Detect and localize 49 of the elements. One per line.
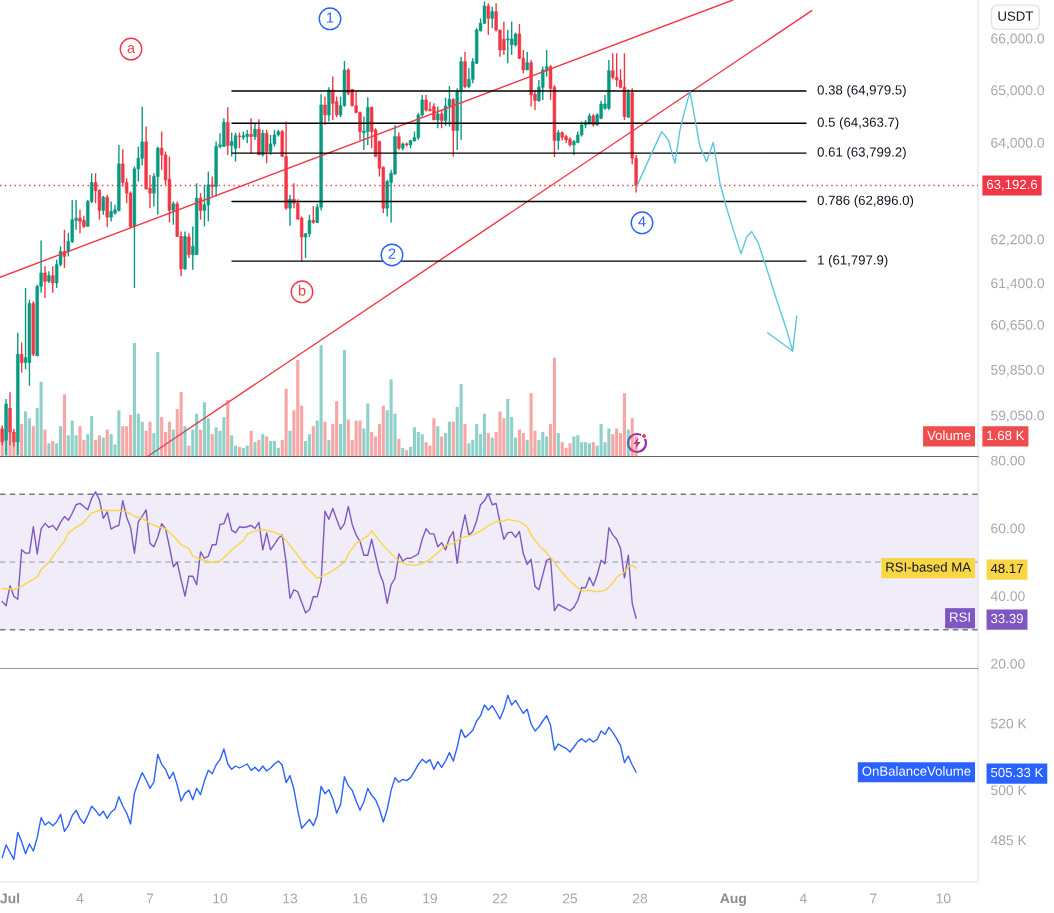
- y-tick-label: 20.00: [991, 658, 1025, 669]
- y-tick-label: 64,000.0: [991, 137, 1045, 150]
- y-tick-label: 62,200.0: [991, 234, 1045, 246]
- y-tick-label: 59,050.0: [991, 410, 1045, 422]
- series-label: 0.38 (64,979.5): [817, 84, 906, 98]
- legend-label: OnBalanceVolume: [862, 766, 971, 776]
- ref-line-label: 63,192.6: [987, 179, 1038, 191]
- legend-label: RSI-based MA: [886, 562, 972, 572]
- y-tick-label: 80.00: [991, 455, 1025, 466]
- y-tick-label: 60,650.0: [991, 319, 1045, 332]
- y-tick-label: 61,400.0: [991, 278, 1045, 290]
- annotation: b: [298, 285, 306, 296]
- legend-label: RSI: [950, 612, 970, 622]
- y-tick-label: 500 K: [991, 785, 1027, 796]
- x-tick-label: 22: [492, 893, 508, 904]
- y-tick-label: 40.00: [990, 591, 1025, 602]
- text: 1.68 K: [987, 430, 1025, 441]
- x-tick-label: 16: [353, 893, 368, 904]
- x-tick-label: 4: [799, 893, 807, 904]
- y-tick-label: 48.17: [990, 563, 1023, 574]
- y-tick-label: 520 K: [991, 718, 1027, 729]
- series-label: 0.61 (63,799.2): [817, 146, 906, 160]
- x-tick-label: Jul: [0, 893, 20, 904]
- x-tick-label: 10: [213, 893, 228, 904]
- series-label: 0.786 (62,896.0): [817, 195, 914, 208]
- x-tick-label: 4: [76, 893, 84, 904]
- x-tick-label: 25: [562, 893, 578, 904]
- x-tick-label: 13: [283, 893, 298, 904]
- y-tick-label: 505.33 K: [991, 767, 1044, 778]
- y-tick-label: 59,850.0: [991, 364, 1045, 377]
- x-tick-label: Aug: [720, 893, 746, 907]
- y-tick-label: 485 K: [990, 835, 1027, 846]
- y-axis-title: USDT: [998, 11, 1034, 21]
- series-label: 0.5 (64,363.7): [817, 117, 899, 130]
- x-tick-label: 10: [936, 893, 951, 904]
- legend-label: Volume: [927, 430, 971, 441]
- annotation: 1: [327, 12, 334, 23]
- annotation: a: [127, 44, 136, 53]
- x-tick-label: 7: [146, 893, 154, 904]
- x-tick-label: 28: [632, 893, 648, 904]
- annotation: 2: [388, 248, 396, 259]
- series-label: 1 (61,797.9): [818, 254, 888, 268]
- annotation: 4: [638, 216, 646, 227]
- y-tick-label: 66,000.0: [991, 33, 1045, 46]
- x-tick-label: 19: [423, 893, 438, 904]
- x-tick-label: 7: [870, 893, 877, 904]
- y-tick-label: 60.00: [991, 523, 1025, 534]
- y-tick-label: 33.39: [991, 613, 1023, 624]
- y-tick-label: 65,000.0: [991, 85, 1045, 97]
